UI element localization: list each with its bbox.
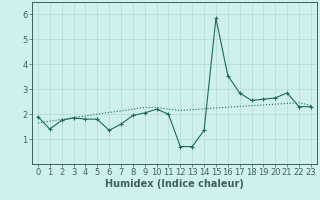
X-axis label: Humidex (Indice chaleur): Humidex (Indice chaleur)	[105, 179, 244, 189]
